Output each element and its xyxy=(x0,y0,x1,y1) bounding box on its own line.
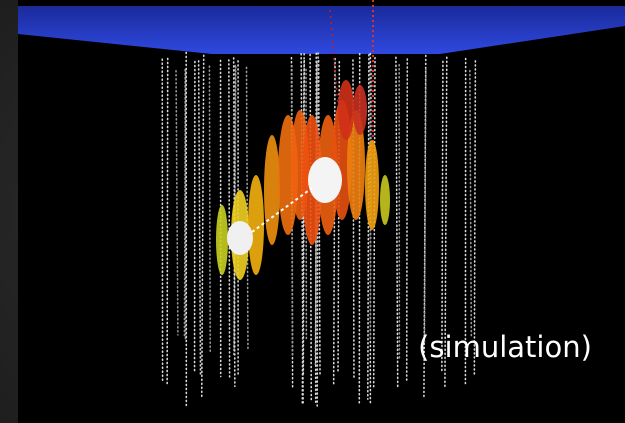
hit xyxy=(216,205,228,275)
hit xyxy=(353,85,367,135)
hit xyxy=(248,175,264,275)
vertex xyxy=(227,221,253,255)
caption: (simulation) xyxy=(418,330,592,364)
hit xyxy=(365,140,379,230)
hit xyxy=(264,135,280,245)
vertex xyxy=(308,157,342,203)
hit xyxy=(338,80,354,140)
event-display: (simulation) xyxy=(0,0,625,423)
hit xyxy=(380,175,390,225)
